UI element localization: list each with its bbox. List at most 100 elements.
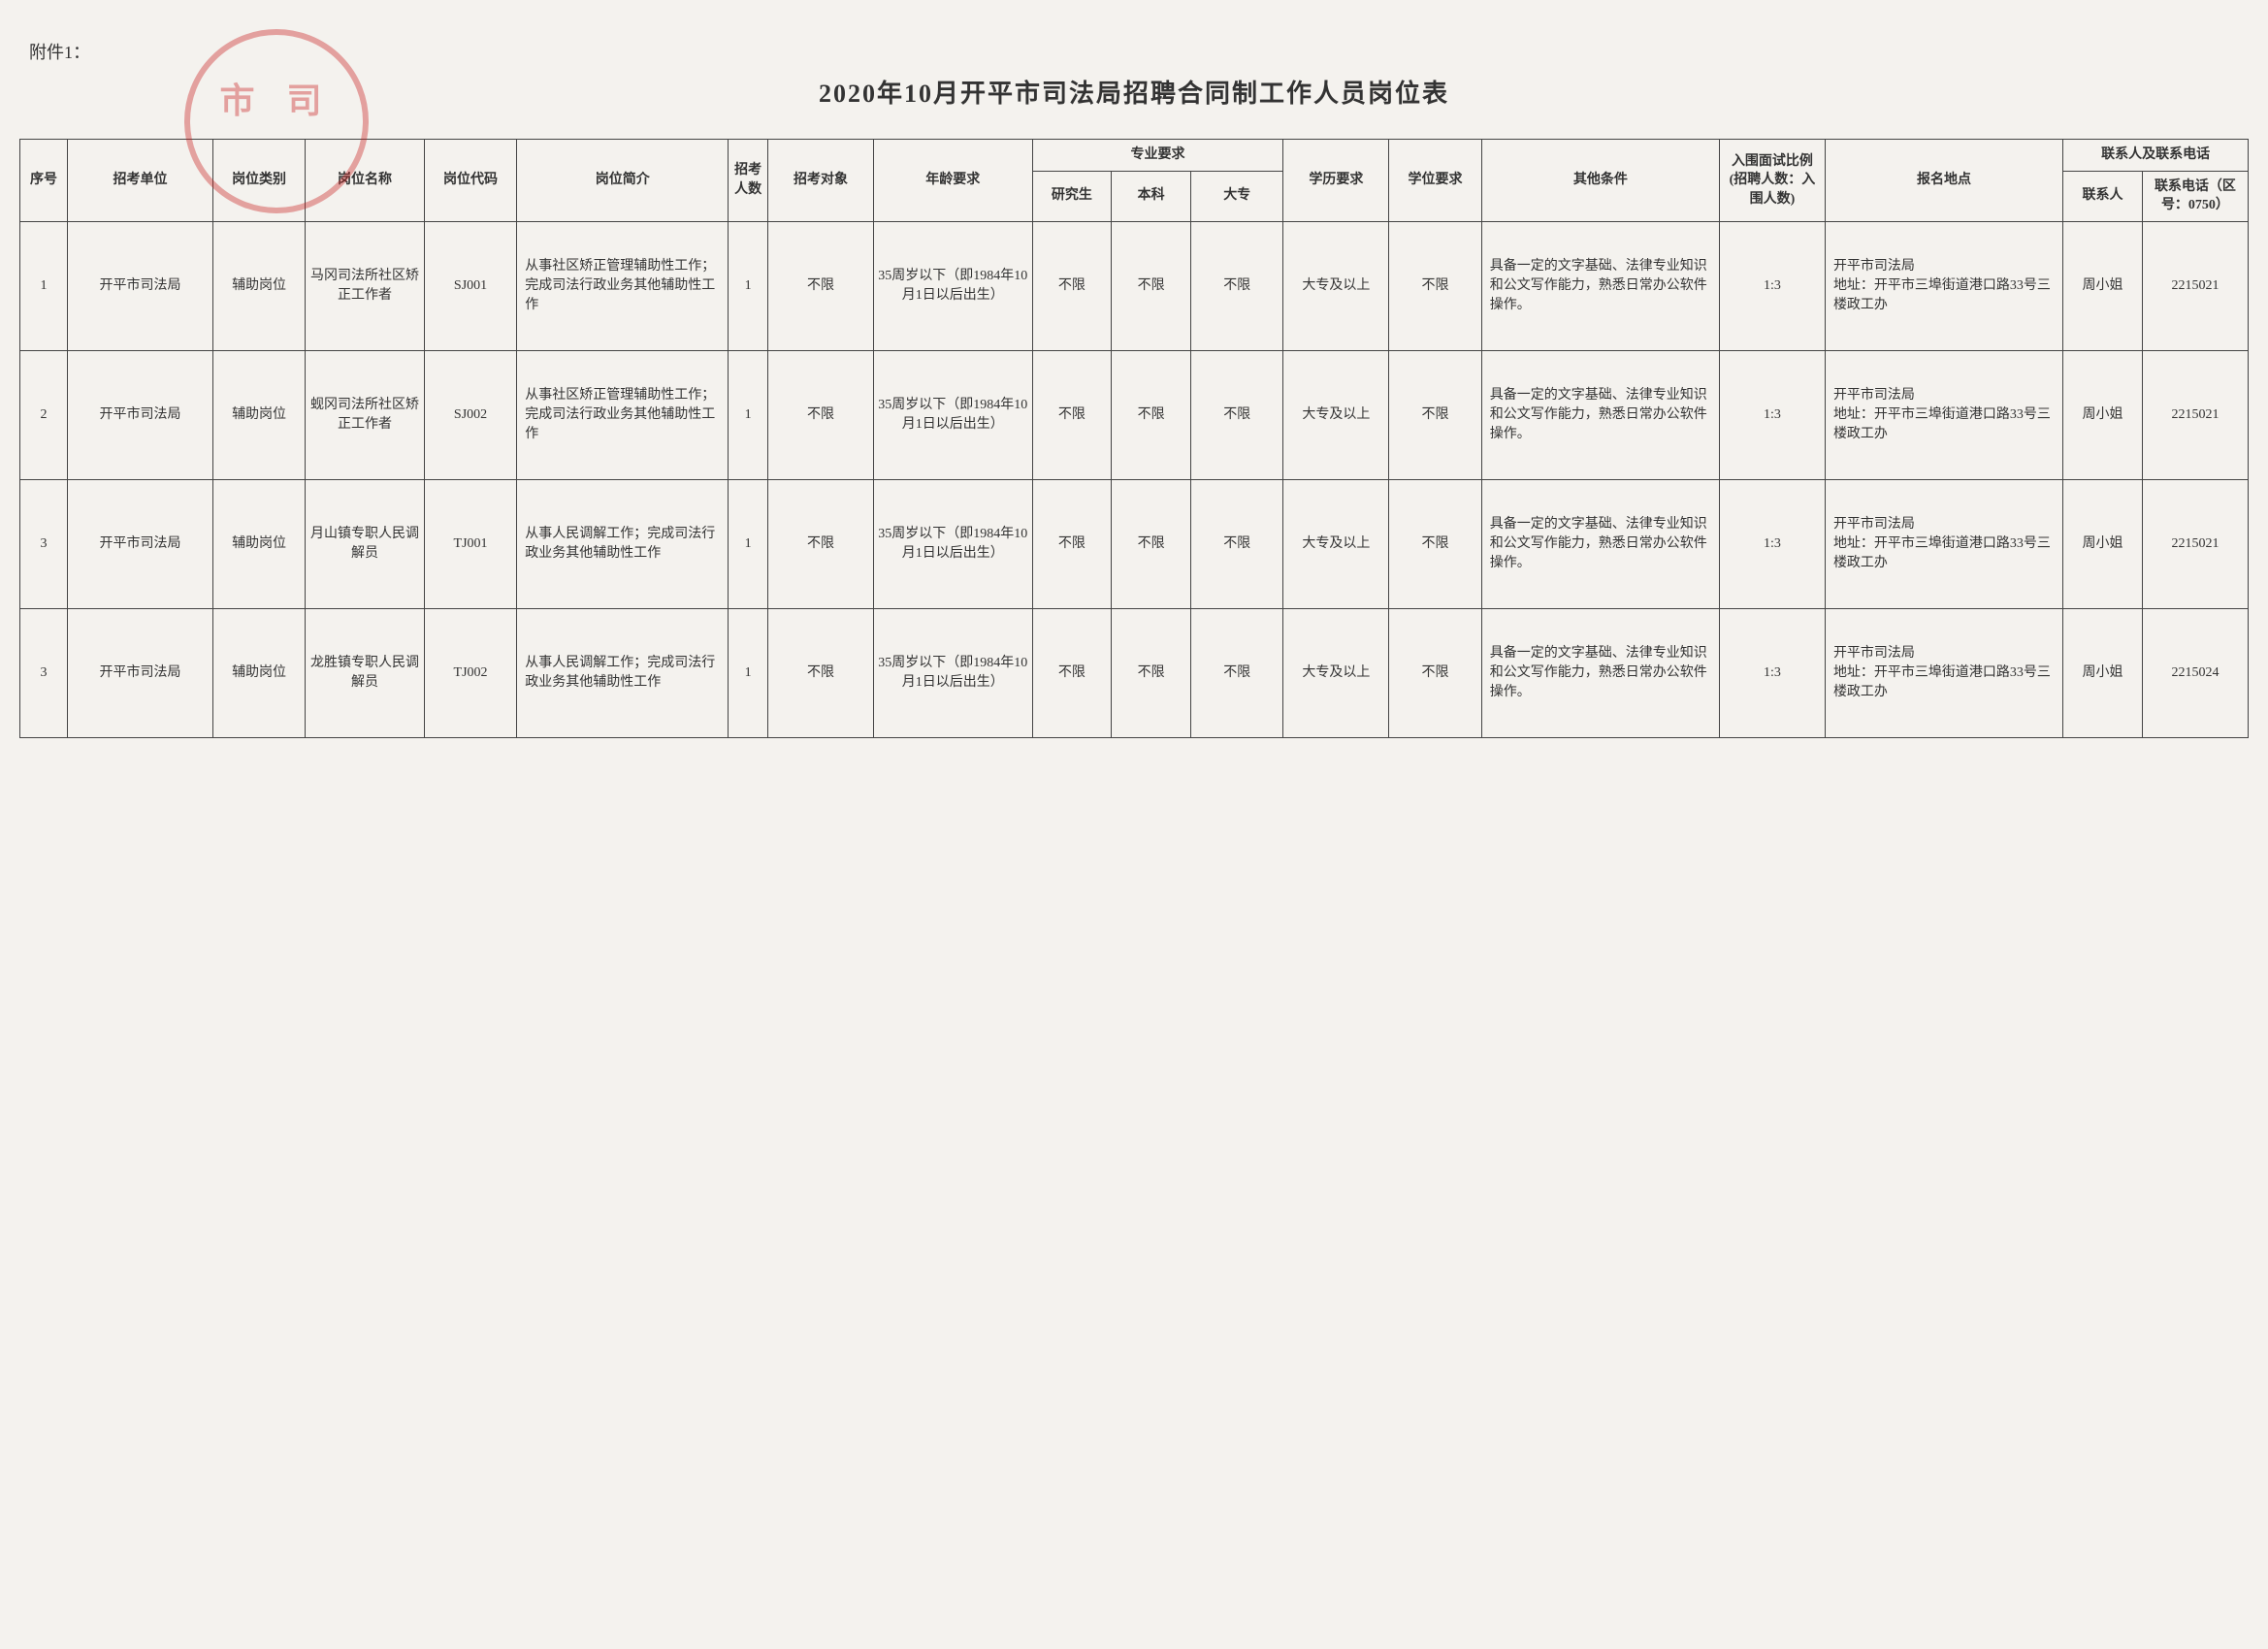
cell-post-code: TJ001 [424, 479, 516, 608]
cell-count: 1 [729, 350, 768, 479]
th-location: 报名地点 [1825, 140, 2062, 222]
table-header: 序号 招考单位 岗位类别 岗位名称 岗位代码 岗位简介 招考人数 招考对象 年龄… [20, 140, 2249, 222]
th-post-code: 岗位代码 [424, 140, 516, 222]
cell-major-bach: 不限 [1112, 221, 1191, 350]
cell-seq: 3 [20, 479, 68, 608]
cell-post-name: 马冈司法所社区矫正工作者 [306, 221, 425, 350]
cell-post-name: 蚬冈司法所社区矫正工作者 [306, 350, 425, 479]
cell-major-grad: 不限 [1032, 608, 1112, 737]
cell-unit: 开平市司法局 [68, 221, 213, 350]
cell-major-bach: 不限 [1112, 608, 1191, 737]
cell-unit: 开平市司法局 [68, 350, 213, 479]
th-age: 年龄要求 [874, 140, 1032, 222]
th-major-group: 专业要求 [1032, 140, 1283, 172]
cell-seq: 1 [20, 221, 68, 350]
cell-age: 35周岁以下（即1984年10月1日以后出生） [874, 350, 1032, 479]
cell-seq: 3 [20, 608, 68, 737]
cell-post-desc: 从事人民调解工作；完成司法行政业务其他辅助性工作 [517, 608, 729, 737]
cell-contact-phone: 2215021 [2142, 221, 2248, 350]
cell-age: 35周岁以下（即1984年10月1日以后出生） [874, 479, 1032, 608]
th-contact-person: 联系人 [2063, 171, 2143, 221]
cell-ratio: 1:3 [1719, 608, 1825, 737]
cell-degree: 不限 [1389, 350, 1481, 479]
th-post-name: 岗位名称 [306, 140, 425, 222]
cell-location: 开平市司法局地址：开平市三埠街道港口路33号三楼政工办 [1825, 608, 2062, 737]
table-row: 1开平市司法局辅助岗位马冈司法所社区矫正工作者SJ001从事社区矫正管理辅助性工… [20, 221, 2249, 350]
cell-post-desc: 从事社区矫正管理辅助性工作；完成司法行政业务其他辅助性工作 [517, 221, 729, 350]
cell-post-code: SJ002 [424, 350, 516, 479]
cell-category: 辅助岗位 [212, 608, 305, 737]
cell-category: 辅助岗位 [212, 221, 305, 350]
th-post-desc: 岗位简介 [517, 140, 729, 222]
cell-count: 1 [729, 608, 768, 737]
cell-seq: 2 [20, 350, 68, 479]
cell-target: 不限 [768, 479, 874, 608]
th-other: 其他条件 [1481, 140, 1719, 222]
cell-major-assoc: 不限 [1190, 221, 1282, 350]
cell-post-code: TJ002 [424, 608, 516, 737]
cell-edu: 大专及以上 [1283, 479, 1389, 608]
th-target: 招考对象 [768, 140, 874, 222]
positions-table: 序号 招考单位 岗位类别 岗位名称 岗位代码 岗位简介 招考人数 招考对象 年龄… [19, 139, 2249, 738]
cell-edu: 大专及以上 [1283, 608, 1389, 737]
cell-ratio: 1:3 [1719, 350, 1825, 479]
cell-contact-phone: 2215021 [2142, 479, 2248, 608]
document-title: 2020年10月开平市司法局招聘合同制工作人员岗位表 [19, 74, 2249, 110]
cell-location: 开平市司法局地址：开平市三埠街道港口路33号三楼政工办 [1825, 221, 2062, 350]
cell-post-name: 龙胜镇专职人民调解员 [306, 608, 425, 737]
th-ratio: 入围面试比例(招聘人数：入围人数) [1719, 140, 1825, 222]
cell-major-grad: 不限 [1032, 221, 1112, 350]
cell-degree: 不限 [1389, 221, 1481, 350]
table-row: 3开平市司法局辅助岗位龙胜镇专职人民调解员TJ002从事人民调解工作；完成司法行… [20, 608, 2249, 737]
th-degree: 学位要求 [1389, 140, 1481, 222]
cell-edu: 大专及以上 [1283, 221, 1389, 350]
cell-category: 辅助岗位 [212, 350, 305, 479]
cell-other: 具备一定的文字基础、法律专业知识和公文写作能力，熟悉日常办公软件操作。 [1481, 479, 1719, 608]
cell-post-desc: 从事人民调解工作；完成司法行政业务其他辅助性工作 [517, 479, 729, 608]
cell-other: 具备一定的文字基础、法律专业知识和公文写作能力，熟悉日常办公软件操作。 [1481, 221, 1719, 350]
th-count: 招考人数 [729, 140, 768, 222]
cell-post-code: SJ001 [424, 221, 516, 350]
cell-contact-person: 周小姐 [2063, 479, 2143, 608]
cell-unit: 开平市司法局 [68, 608, 213, 737]
cell-location: 开平市司法局地址：开平市三埠街道港口路33号三楼政工办 [1825, 350, 2062, 479]
cell-unit: 开平市司法局 [68, 479, 213, 608]
th-edu: 学历要求 [1283, 140, 1389, 222]
cell-contact-phone: 2215024 [2142, 608, 2248, 737]
cell-major-grad: 不限 [1032, 350, 1112, 479]
cell-degree: 不限 [1389, 479, 1481, 608]
cell-contact-person: 周小姐 [2063, 608, 2143, 737]
cell-other: 具备一定的文字基础、法律专业知识和公文写作能力，熟悉日常办公软件操作。 [1481, 350, 1719, 479]
cell-contact-person: 周小姐 [2063, 350, 2143, 479]
page-container: 附件1： 市 司 2020年10月开平市司法局招聘合同制工作人员岗位表 序号 招… [19, 39, 2249, 738]
table-body: 1开平市司法局辅助岗位马冈司法所社区矫正工作者SJ001从事社区矫正管理辅助性工… [20, 221, 2249, 737]
th-major-grad: 研究生 [1032, 171, 1112, 221]
cell-ratio: 1:3 [1719, 221, 1825, 350]
th-unit: 招考单位 [68, 140, 213, 222]
th-seq: 序号 [20, 140, 68, 222]
cell-location: 开平市司法局地址：开平市三埠街道港口路33号三楼政工办 [1825, 479, 2062, 608]
th-major-bach: 本科 [1112, 171, 1191, 221]
cell-other: 具备一定的文字基础、法律专业知识和公文写作能力，熟悉日常办公软件操作。 [1481, 608, 1719, 737]
cell-count: 1 [729, 221, 768, 350]
th-contact-phone: 联系电话（区号：0750） [2142, 171, 2248, 221]
cell-count: 1 [729, 479, 768, 608]
cell-target: 不限 [768, 608, 874, 737]
table-row: 2开平市司法局辅助岗位蚬冈司法所社区矫正工作者SJ002从事社区矫正管理辅助性工… [20, 350, 2249, 479]
cell-target: 不限 [768, 350, 874, 479]
table-row: 3开平市司法局辅助岗位月山镇专职人民调解员TJ001从事人民调解工作；完成司法行… [20, 479, 2249, 608]
cell-category: 辅助岗位 [212, 479, 305, 608]
cell-ratio: 1:3 [1719, 479, 1825, 608]
th-contact-group: 联系人及联系电话 [2063, 140, 2249, 172]
cell-major-bach: 不限 [1112, 350, 1191, 479]
cell-age: 35周岁以下（即1984年10月1日以后出生） [874, 608, 1032, 737]
cell-target: 不限 [768, 221, 874, 350]
cell-major-assoc: 不限 [1190, 350, 1282, 479]
th-category: 岗位类别 [212, 140, 305, 222]
cell-post-desc: 从事社区矫正管理辅助性工作；完成司法行政业务其他辅助性工作 [517, 350, 729, 479]
cell-major-assoc: 不限 [1190, 479, 1282, 608]
cell-post-name: 月山镇专职人民调解员 [306, 479, 425, 608]
cell-edu: 大专及以上 [1283, 350, 1389, 479]
cell-major-grad: 不限 [1032, 479, 1112, 608]
th-major-assoc: 大专 [1190, 171, 1282, 221]
